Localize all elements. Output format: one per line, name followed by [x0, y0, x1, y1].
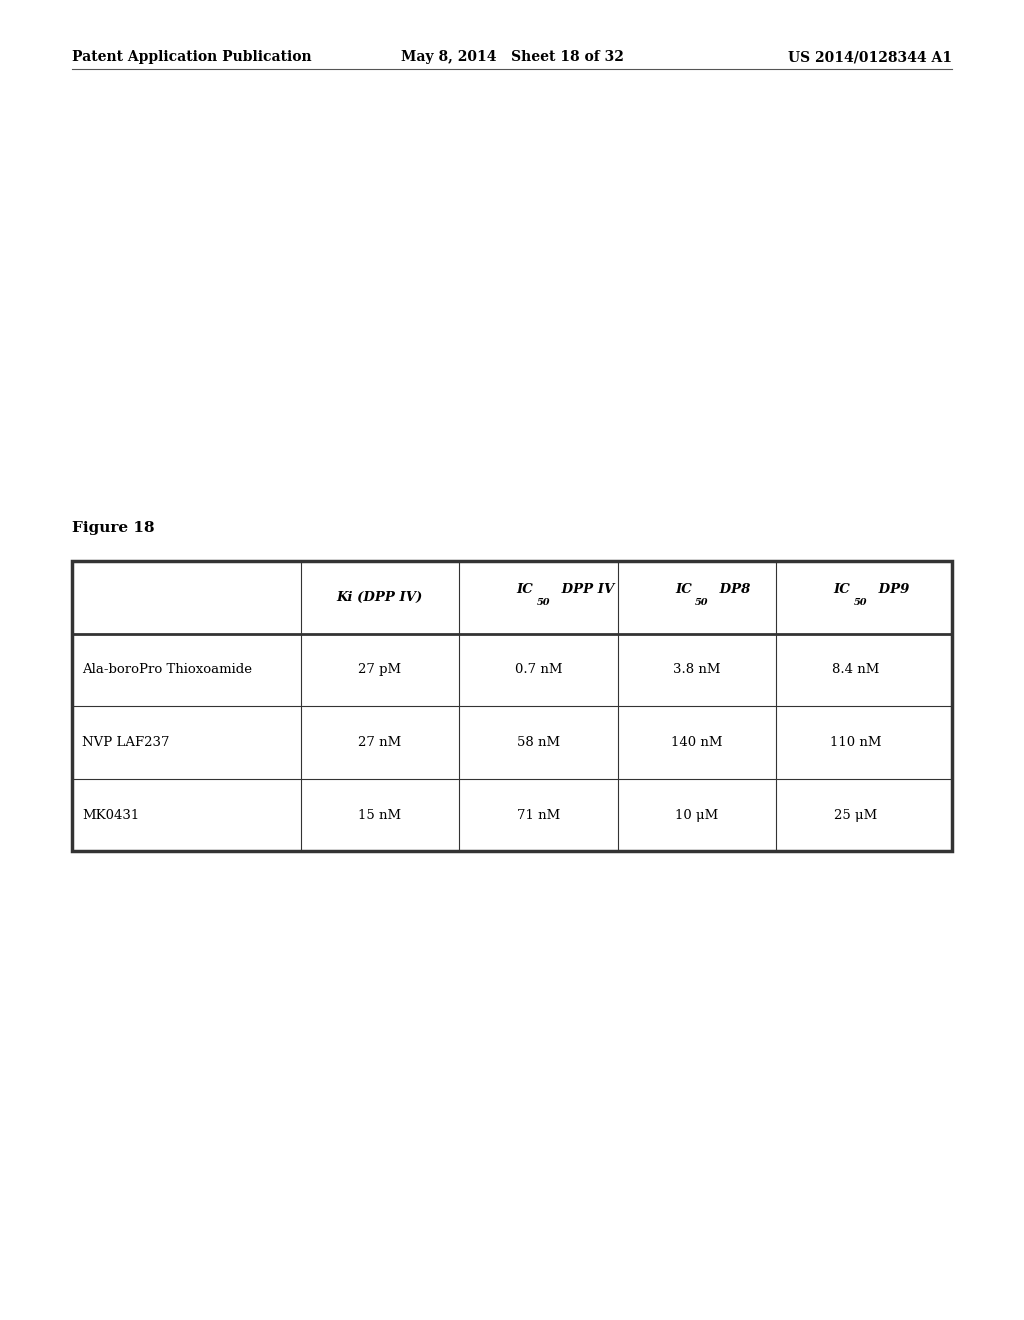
Text: 10 μM: 10 μM — [675, 809, 719, 821]
Text: May 8, 2014   Sheet 18 of 32: May 8, 2014 Sheet 18 of 32 — [400, 50, 624, 65]
Text: Ki (DPP IV): Ki (DPP IV) — [337, 591, 423, 603]
Text: DP9: DP9 — [873, 583, 909, 595]
Text: 71 nM: 71 nM — [517, 809, 560, 821]
Text: DPP IV: DPP IV — [557, 583, 614, 595]
Bar — [72, 561, 952, 851]
Text: IC: IC — [675, 583, 692, 595]
Text: 110 nM: 110 nM — [829, 737, 882, 748]
Text: Patent Application Publication: Patent Application Publication — [72, 50, 311, 65]
Text: 25 μM: 25 μM — [834, 809, 878, 821]
Text: 140 nM: 140 nM — [671, 737, 723, 748]
Text: 8.4 nM: 8.4 nM — [831, 664, 880, 676]
Text: IC: IC — [516, 583, 534, 595]
Text: 3.8 nM: 3.8 nM — [673, 664, 721, 676]
Text: 58 nM: 58 nM — [517, 737, 560, 748]
Text: 50: 50 — [853, 598, 867, 607]
Text: 0.7 nM: 0.7 nM — [515, 664, 562, 676]
Text: Ala-boroPro Thioxoamide: Ala-boroPro Thioxoamide — [82, 664, 252, 676]
Text: 50: 50 — [537, 598, 550, 607]
Text: 15 nM: 15 nM — [358, 809, 401, 821]
Text: IC: IC — [834, 583, 850, 595]
Text: Figure 18: Figure 18 — [72, 521, 155, 536]
Text: DP8: DP8 — [716, 583, 751, 595]
Text: 27 pM: 27 pM — [358, 664, 401, 676]
Text: 27 nM: 27 nM — [358, 737, 401, 748]
Text: MK0431: MK0431 — [82, 809, 139, 821]
Text: 50: 50 — [695, 598, 709, 607]
Text: NVP LAF237: NVP LAF237 — [82, 737, 169, 748]
Text: US 2014/0128344 A1: US 2014/0128344 A1 — [788, 50, 952, 65]
